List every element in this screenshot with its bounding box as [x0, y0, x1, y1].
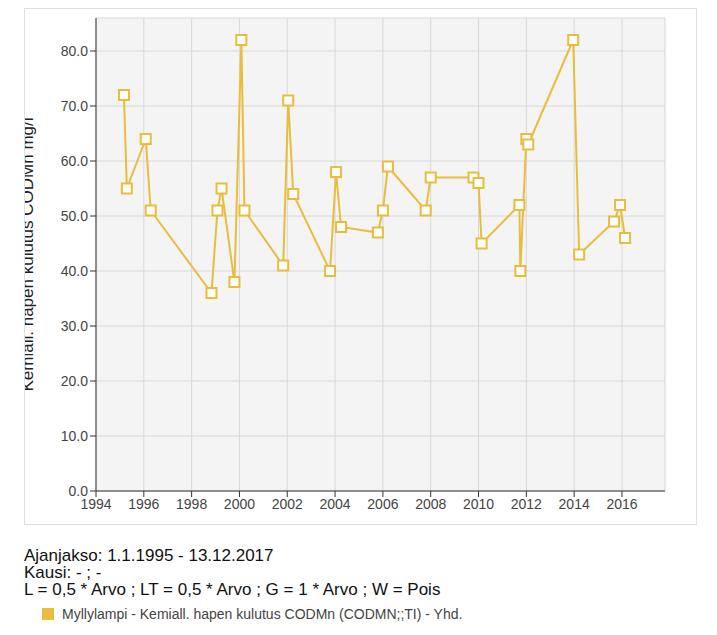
svg-text:80.0: 80.0 [61, 43, 88, 59]
svg-text:2000: 2000 [224, 496, 255, 512]
svg-text:1996: 1996 [128, 496, 159, 512]
svg-text:70.0: 70.0 [61, 98, 88, 114]
svg-text:2014: 2014 [559, 496, 590, 512]
svg-text:50.0: 50.0 [61, 208, 88, 224]
html-text:Myllylampi - Kemiall. hapen ku: Myllylampi - Kemiall. hapen kulutus CODM… [62, 606, 463, 622]
svg-text:20.0: 20.0 [61, 373, 88, 389]
svg-text:2016: 2016 [606, 496, 637, 512]
svg-text:2010: 2010 [463, 496, 494, 512]
html-text:Ajanjakso: 1.1.1995 - 13.12.20: Ajanjakso: 1.1.1995 - 13.12.2017 [24, 546, 274, 565]
svg-text:2002: 2002 [272, 496, 303, 512]
html-text:L = 0,5 * Arvo ; LT = 0,5 * Ar: L = 0,5 * Arvo ; LT = 0,5 * Arvo ; G = 1… [24, 580, 441, 599]
svg-text:1994: 1994 [80, 495, 112, 512]
svg-text:30.0: 30.0 [61, 318, 88, 334]
svg-text:1998: 1998 [176, 496, 207, 512]
svg-text:40.0: 40.0 [61, 263, 88, 279]
svg-text:2012: 2012 [511, 496, 542, 512]
svg-text:0.0: 0.0 [69, 483, 89, 499]
svg-text:60.0: 60.0 [61, 153, 88, 169]
svg-text:2004: 2004 [319, 496, 350, 512]
svg-text:10.0: 10.0 [61, 428, 88, 444]
html-text:Kausi: - ; -: Kausi: - ; - [24, 563, 102, 582]
svg-text:2008: 2008 [415, 496, 446, 512]
svg-text:Kemiall. hapen kulutus CODMn m: Kemiall. hapen kulutus CODMn mg/l [25, 117, 37, 391]
svg-text:2006: 2006 [367, 496, 398, 512]
